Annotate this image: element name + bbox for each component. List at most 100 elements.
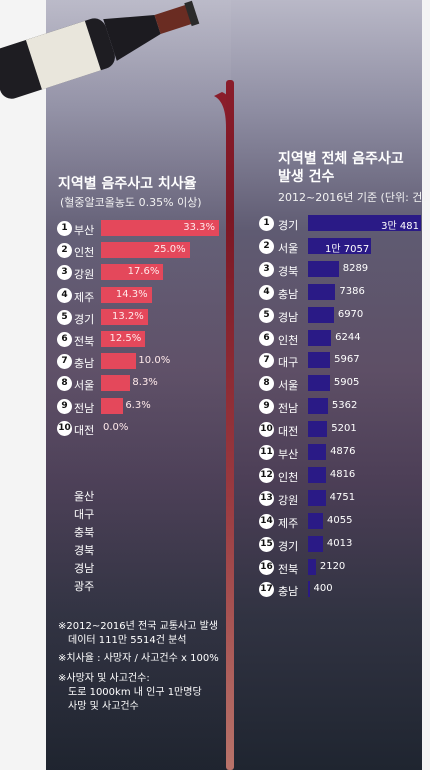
right-bar	[308, 398, 328, 415]
left-value-label: 8.3%	[132, 377, 158, 389]
left-rank-badge: 6	[57, 332, 72, 347]
right-region-label: 경북	[278, 264, 299, 278]
left-region-label: 충남	[74, 357, 95, 371]
right-value-label: 8289	[342, 262, 369, 274]
right-value-label: 4816	[329, 468, 356, 480]
right-bar	[308, 375, 330, 392]
left-rank-badge: 8	[57, 376, 72, 392]
left-zero-region-label: 경남	[74, 562, 95, 575]
note-definition-3: 사망 및 사고건수	[68, 701, 139, 712]
right-value-label: 7386	[339, 285, 365, 297]
right-region-label: 충남	[278, 287, 299, 301]
left-chart-title: 지역별 음주사고 치사율	[58, 176, 197, 192]
left-region-label: 서울	[74, 379, 95, 393]
right-region-label: 경기	[278, 539, 299, 553]
right-bar	[308, 512, 324, 529]
left-bar	[101, 220, 219, 236]
left-bar	[101, 397, 124, 414]
right-region-label: 서울	[278, 241, 299, 255]
right-rank-badge: 4	[259, 284, 274, 300]
left-rank-badge: 3	[57, 265, 72, 281]
right-bar	[308, 352, 331, 369]
left-region-label: 대전	[74, 423, 95, 437]
right-region-label: 경남	[278, 310, 299, 324]
right-value-label: 4751	[329, 491, 356, 503]
note-definition-1: ※사망자 및 사고건수:	[58, 673, 150, 684]
right-rank-badge: 3	[259, 261, 274, 277]
right-region-label: 대구	[278, 356, 299, 370]
right-rank-badge: 13	[259, 490, 274, 506]
left-region-label: 부산	[74, 224, 95, 237]
right-bar	[308, 260, 339, 277]
right-rank-badge: 2	[259, 238, 274, 254]
right-value-label: 3만 481	[381, 221, 419, 232]
left-bar	[101, 331, 146, 347]
wine-bottle-illustration	[0, 0, 233, 128]
right-rank-badge: 1	[259, 216, 274, 231]
left-zero-region-label: 충북	[74, 526, 95, 539]
right-value-label: 2120	[319, 560, 346, 572]
left-bar	[101, 286, 152, 303]
right-value-label: 5201	[331, 423, 357, 435]
right-bar	[308, 421, 328, 438]
left-chart-subtitle: (혈중알코올농도 0.35% 이상)	[60, 196, 202, 209]
note-source-1: ※2012~2016년 전국 교통사고 발생	[58, 621, 218, 632]
right-rank-badge: 9	[259, 399, 274, 415]
right-region-label: 전북	[278, 562, 299, 576]
left-region-label: 경기	[74, 312, 95, 326]
left-bar	[101, 353, 137, 370]
right-bar	[308, 237, 372, 254]
left-rank-badge: 5	[57, 309, 72, 325]
right-region-label: 인천	[278, 333, 299, 347]
left-rank-badge: 9	[57, 398, 72, 414]
left-bar	[101, 242, 190, 259]
left-value-label: 10.0%	[138, 355, 171, 367]
right-region-label: 제주	[278, 516, 299, 530]
left-zero-region-label: 광주	[74, 580, 95, 593]
right-rank-badge: 6	[259, 330, 274, 346]
left-value-label: 17.6%	[127, 266, 160, 278]
right-bar	[308, 558, 316, 575]
left-bar	[101, 308, 148, 325]
left-bar	[101, 264, 164, 281]
left-value-label: 13.2%	[111, 310, 144, 322]
right-chart-title-line-1: 지역별 전체 음주사고	[278, 151, 404, 167]
left-value-label: 25.0%	[153, 244, 186, 256]
note-definition-2: 도로 1000km 내 인구 1만명당	[68, 687, 202, 698]
left-region-label: 강원	[74, 268, 95, 282]
right-value-label: 4876	[330, 446, 356, 457]
left-region-label: 전북	[74, 335, 95, 348]
right-bar	[308, 489, 326, 506]
right-region-label: 인천	[278, 470, 299, 484]
left-region-label: 인천	[74, 246, 95, 260]
left-panel-shade	[46, 0, 231, 770]
right-rank-badge: 5	[259, 307, 274, 323]
left-value-label: 33.3%	[183, 222, 215, 233]
left-zero-region-label: 경북	[74, 544, 95, 557]
left-value-label: 6.3%	[125, 399, 151, 411]
right-chart-subtitle: 2012~2016년 기준 (단위: 건)	[278, 191, 427, 204]
right-region-label: 강원	[278, 493, 299, 507]
right-value-label: 6970	[337, 308, 364, 320]
left-rank-badge: 10	[57, 420, 72, 436]
left-zero-region-label: 대구	[74, 508, 95, 521]
left-rank-badge: 4	[57, 287, 72, 303]
left-rank-badge: 1	[57, 221, 72, 236]
right-bar	[308, 283, 336, 300]
right-value-label: 1만 7057	[325, 243, 370, 255]
note-fatality-rate: ※치사율 : 사망자 / 사고건수 x 100%	[58, 653, 219, 664]
left-region-label: 제주	[74, 290, 95, 304]
left-region-label: 전남	[74, 401, 95, 415]
right-bar	[308, 215, 421, 231]
right-rank-badge: 16	[259, 559, 274, 575]
right-value-label: 5362	[331, 400, 358, 412]
right-region-label: 전남	[278, 402, 299, 416]
right-value-label: 4055	[327, 514, 353, 526]
right-value-label: 5967	[334, 354, 360, 366]
right-rank-badge: 10	[259, 422, 274, 438]
right-rank-badge: 7	[259, 353, 274, 369]
right-bar	[308, 535, 323, 552]
right-bar	[308, 306, 334, 323]
right-rank-badge: 12	[259, 467, 274, 483]
right-region-label: 경기	[278, 219, 299, 232]
